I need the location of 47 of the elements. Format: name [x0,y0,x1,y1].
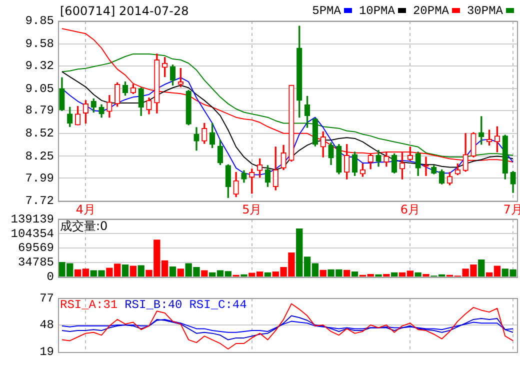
bar [122,264,129,277]
legend-label: 30PMA [466,4,503,18]
legend-label: 5PMA [312,4,341,18]
y-tick-label: 104354 [10,226,54,241]
y-tick-label: 8.52 [25,126,54,141]
x-tick-label: 4月 [76,202,96,216]
y-tick-label: 19 [40,344,54,359]
bar [383,274,390,277]
bar [320,270,326,277]
bar [478,259,485,277]
bar [264,272,272,277]
y-tick-label: 9.85 [25,14,54,28]
legend-label: 10PMA [358,4,395,18]
y-tick-label: 9.05 [25,82,54,96]
y-tick-label: 0 [46,270,54,284]
chart-title: [600714] 2014-07-28 [60,4,189,18]
series-label: RSI_B:40 [124,298,182,312]
x-tick-label: 6月 [400,202,420,216]
bar [375,274,382,277]
y-tick-label: 8.25 [25,149,54,164]
bar [351,272,358,277]
chart-title: 成交量:0 [60,219,108,233]
x-tick-label: 5月 [242,202,262,216]
bar [177,268,184,277]
y-tick-label: 77 [40,291,54,306]
bar [240,274,248,277]
y-tick-label: 48 [40,318,54,332]
bar [169,266,176,277]
bar [130,266,137,277]
series-label: RSI_C:44 [189,298,247,312]
bar [201,270,208,277]
y-tick-label: 7.99 [25,171,54,186]
bar [391,272,398,277]
y-tick-label: 9.58 [25,36,54,51]
y-tick-label: 69569 [18,241,54,256]
legend-label: 20PMA [412,4,449,18]
y-tick-label: 34785 [18,256,54,270]
bar [344,270,350,277]
y-tick-label: 9.32 [25,58,54,73]
bar [422,274,430,277]
series-label: RSI_A:31 [60,298,118,312]
bar [414,272,422,277]
y-tick-label: 8.79 [25,104,54,118]
y-tick-label: 7.72 [25,194,54,208]
bar [138,265,144,277]
y-tick-label: 139139 [10,212,54,226]
x-tick-label: 7月 [503,202,520,216]
